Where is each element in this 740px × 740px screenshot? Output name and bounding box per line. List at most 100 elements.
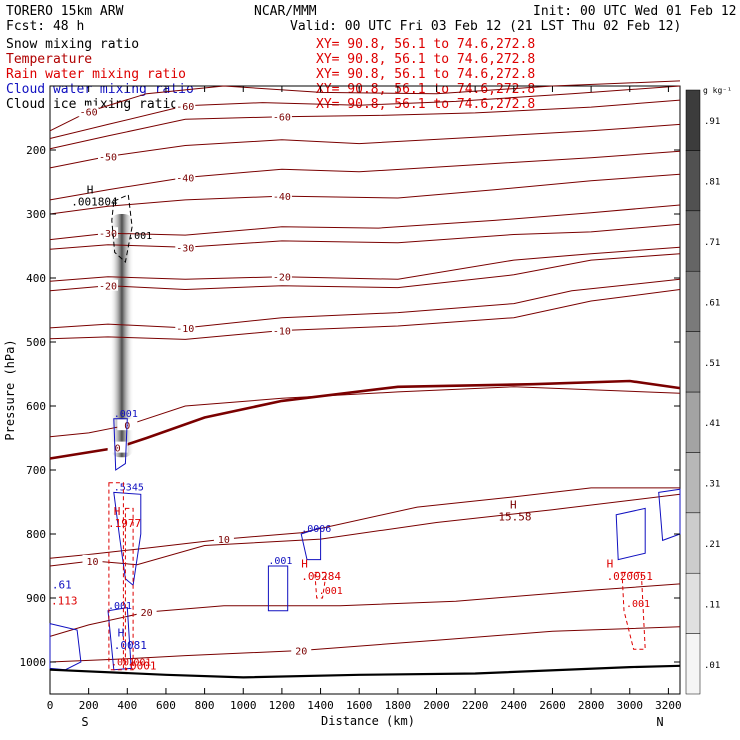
- init-label: Init: 00 UTC Wed 01 Feb 12: [533, 4, 737, 19]
- y-axis-label: Pressure (hPa): [3, 339, 17, 440]
- axes: 0 200 400 600 800 1000 1200 1400 1600 1800 2000 220…: [20, 86, 682, 712]
- colorbar: .01 .11 .21 .31 .41 .51 .61 .71 .81 .91 g kg⁻¹: [685, 86, 732, 695]
- x-tick-label: 3200: [655, 699, 682, 712]
- temperature-contour: [49, 493, 681, 567]
- temperature-label-bg: [107, 441, 128, 453]
- temperature-label-bg: [78, 105, 99, 117]
- field-legend-coords: XY= 90.8, 56.1 to 74.6,272.8: [316, 67, 535, 82]
- annotation-label: H: [510, 498, 517, 511]
- x-tick-label: 600: [156, 699, 176, 712]
- cloud-water-label: .001: [108, 601, 132, 612]
- temperature-contour: [49, 150, 681, 201]
- annotation-label: .020051: [607, 570, 653, 583]
- rain-contour: [124, 507, 134, 671]
- temperature-contour: [49, 386, 681, 438]
- annotation-label: H: [87, 184, 94, 197]
- y-tick-label: 200: [26, 144, 46, 157]
- temperature-label-bg: [271, 190, 292, 202]
- snow-column: [109, 214, 134, 458]
- cloud-water-label: .0006: [301, 524, 331, 535]
- temperature-label: -30: [176, 243, 194, 254]
- annotation-label: 15.58: [498, 511, 531, 524]
- rain-contour: [621, 571, 646, 650]
- temperature-label: 20: [141, 608, 153, 619]
- cloud-water-contour: [267, 565, 289, 612]
- colorbar-segment: [685, 572, 701, 634]
- temperature-label: -10: [176, 324, 194, 335]
- y-tick-label: 900: [26, 592, 46, 605]
- y-tick-label: 600: [26, 400, 46, 413]
- x-tick-label: 1000: [230, 699, 257, 712]
- x-tick-label: 1400: [307, 699, 334, 712]
- ice-contours: .001: [111, 194, 152, 263]
- field-legend-coords: XY= 90.8, 56.1 to 74.6,272.8: [316, 97, 535, 112]
- model-label: TORERO 15km ARW: [6, 4, 124, 19]
- temperature-label: -40: [176, 174, 194, 185]
- temperature-label: -20: [273, 273, 291, 284]
- temperature-contour: [49, 173, 681, 215]
- temperature-label-bg: [271, 324, 292, 336]
- colorbar-segment: [685, 150, 701, 212]
- cloud-water-label: .001: [268, 556, 292, 567]
- rain-label: .001: [319, 586, 343, 597]
- annotations: H.001804H15.58H.1977H.09284H.020051H.008…: [51, 184, 653, 673]
- annotation-label: H: [607, 557, 614, 570]
- temperature-contour: [49, 204, 681, 241]
- ice-contour: [111, 194, 133, 263]
- rain-label: .001: [111, 658, 135, 669]
- colorbar-label: .51: [704, 359, 720, 369]
- cloud-water-contour: [113, 418, 128, 471]
- colorbar-label: .21: [704, 540, 720, 550]
- x-tick-label: 2000: [423, 699, 450, 712]
- field-legend-label: Rain water mixing ratio: [6, 67, 186, 82]
- cloud-water-label: .001: [114, 409, 138, 420]
- x-tick-label: 1200: [269, 699, 296, 712]
- colorbar-segment: [685, 331, 701, 393]
- annotation-label: .09284: [301, 570, 341, 583]
- temperature-label: -10: [273, 326, 291, 337]
- temperature-label: -60: [273, 113, 291, 124]
- y-tick-label: 800: [26, 528, 46, 541]
- rain-label: .001: [626, 599, 650, 610]
- rain-contour: [314, 571, 327, 599]
- annotation-label: .61: [52, 578, 72, 591]
- cloud-water-contour: [49, 622, 82, 671]
- temperature-label-bg: [175, 99, 196, 111]
- temperature-label-bg: [97, 227, 118, 239]
- x-axis-label: Distance (km): [321, 714, 415, 728]
- temperature-label-bg: [213, 533, 234, 545]
- x-tick-label: 800: [195, 699, 215, 712]
- colorbar-segment: [685, 633, 701, 695]
- colorbar-segment: [685, 452, 701, 514]
- y-tick-label: 400: [26, 272, 46, 285]
- x-tick-label: 2400: [501, 699, 528, 712]
- temperature-label-bg: [175, 321, 196, 333]
- colorbar-label: .11: [704, 600, 720, 610]
- colorbar-segment: [685, 391, 701, 453]
- colorbar-label: .31: [704, 480, 720, 490]
- x-tick-label: 0: [47, 699, 54, 712]
- x-tick-label: 1800: [385, 699, 412, 712]
- valid-label: Valid: 00 UTC Fri 03 Feb 12 (21 LST Thu …: [290, 19, 681, 34]
- field-legend-label: Cloud ice mixing ratio: [6, 97, 178, 112]
- y-tick-label: 700: [26, 464, 46, 477]
- surface-pressure-line: [49, 664, 681, 679]
- colorbar-segment: [685, 270, 701, 332]
- temperature-contour: [49, 246, 681, 282]
- temperature-label-bg: [271, 270, 292, 282]
- rain-contour: [108, 482, 124, 671]
- colorbar-label: .41: [704, 419, 720, 429]
- x-tick-label: 2200: [462, 699, 489, 712]
- temperature-contour: [49, 253, 681, 292]
- temperature-contour: [49, 85, 681, 139]
- y-tick-label: 500: [26, 336, 46, 349]
- annotation-label: .001804: [71, 196, 118, 209]
- colorbar-label: .01: [704, 661, 720, 671]
- snow-shading: [109, 214, 134, 458]
- forecast-label: Fcst: 48 h: [6, 19, 84, 34]
- temperature-label: -60: [80, 108, 98, 119]
- cloud-water-contour: [615, 507, 646, 561]
- annotation-label: .113: [51, 594, 78, 607]
- temperature-label: 20: [295, 646, 307, 657]
